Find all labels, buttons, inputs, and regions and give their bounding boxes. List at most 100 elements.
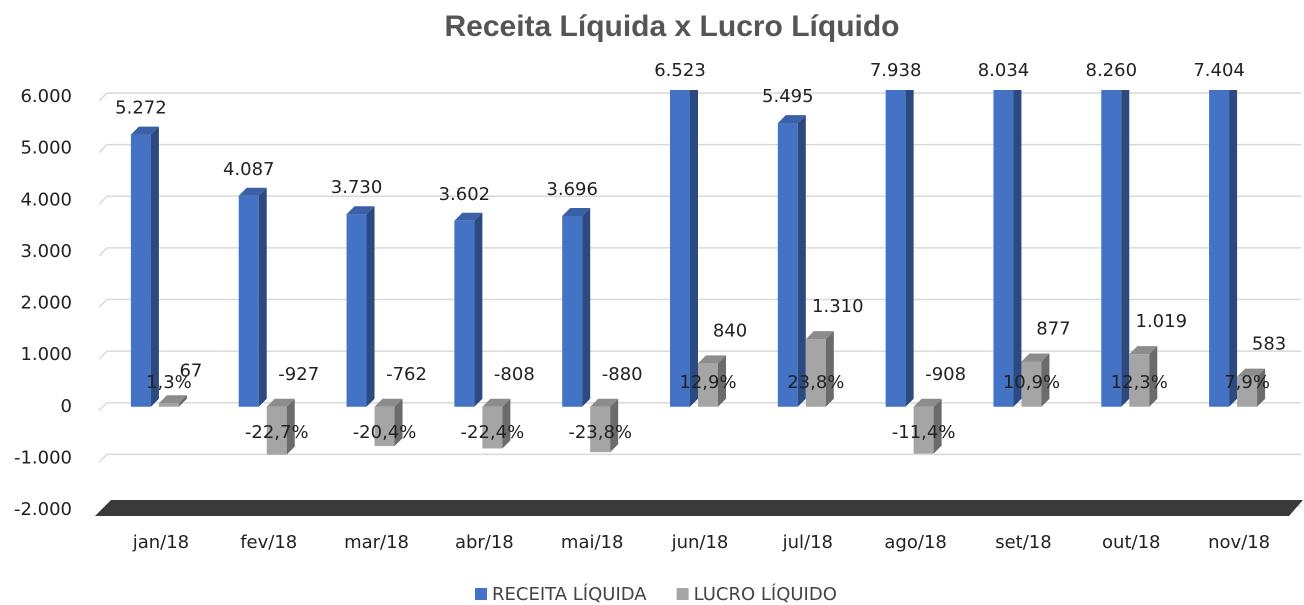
bar [885, 90, 914, 407]
bar-side [1041, 353, 1050, 407]
bar [1129, 346, 1158, 407]
value-label: 67 [179, 360, 202, 381]
bar-side [286, 398, 295, 455]
x-tick-label: fev/18 [240, 532, 297, 553]
grid-line [98, 453, 1301, 463]
bar-top [777, 115, 806, 124]
margin-label: 1,3% [146, 372, 192, 393]
bar-front [346, 214, 367, 407]
bar [346, 206, 375, 407]
bar-top [562, 207, 591, 216]
bar-front [698, 363, 718, 407]
margin-label: 12,3% [1111, 372, 1168, 393]
bar-front [885, 90, 906, 407]
bar-top [590, 398, 619, 407]
bar-front [454, 220, 475, 407]
value-label: -927 [278, 364, 319, 385]
bar [1021, 353, 1050, 407]
value-label: 6.523 [654, 60, 706, 81]
x-tick-label: jun/18 [671, 532, 729, 553]
bar [130, 126, 159, 407]
margin-label: -23,8% [568, 422, 632, 443]
y-tick-label: -2.000 [14, 499, 72, 520]
bar-front [1101, 90, 1122, 407]
bar-top [130, 126, 159, 135]
bar-front [562, 215, 583, 407]
bar-front [777, 123, 798, 407]
bar-side [1121, 90, 1130, 407]
value-label: 5.272 [115, 98, 167, 119]
bar-front [158, 403, 179, 407]
x-tick-label: mai/18 [561, 532, 624, 553]
bar-top [346, 206, 375, 215]
margin-label: 10,9% [1003, 372, 1060, 393]
value-label: 7.404 [1193, 60, 1245, 81]
floor [95, 500, 1303, 516]
bar-side [905, 90, 914, 407]
value-label: 4.087 [223, 159, 275, 180]
bar-front [482, 406, 503, 449]
y-tick-label: 2.000 [20, 293, 72, 314]
value-label: -908 [925, 364, 966, 385]
bar-front [266, 406, 287, 455]
value-label: 3.730 [331, 177, 383, 198]
bar-top [482, 398, 511, 407]
bar-side [1229, 90, 1238, 407]
bar-side [150, 126, 159, 407]
x-tick-label: nov/18 [1208, 532, 1270, 553]
x-tick-label: jan/18 [132, 532, 189, 553]
bars [130, 90, 1266, 455]
x-tick-label: abr/18 [455, 532, 514, 553]
bar-top [238, 187, 267, 196]
bar-front [993, 90, 1014, 407]
bar [698, 355, 726, 407]
bar-side [502, 398, 511, 449]
bar-side [178, 395, 187, 407]
y-tick-label: -1.000 [14, 447, 72, 468]
bar [266, 398, 295, 455]
bar-front [238, 195, 259, 407]
y-tick-label: 3.000 [20, 241, 72, 262]
bar-side [258, 187, 267, 407]
bar-front [374, 406, 395, 447]
x-tick-label: set/18 [995, 532, 1051, 553]
bar-side [1149, 346, 1158, 407]
bar-side [1257, 368, 1266, 407]
bar-front [670, 90, 690, 407]
bar-side [825, 331, 834, 407]
bar [1237, 368, 1266, 407]
bar-top [1021, 353, 1050, 362]
bar-front [590, 406, 611, 453]
bar [590, 398, 619, 453]
bar [374, 398, 403, 447]
value-label: -880 [602, 364, 643, 385]
y-tick-label: 1.000 [20, 344, 72, 365]
bar-side [610, 398, 619, 453]
bar [454, 212, 483, 407]
bar [562, 207, 591, 407]
bar-top [158, 395, 187, 404]
bar-side [933, 398, 942, 454]
margin-label: -22,4% [461, 422, 525, 443]
legend-label: LUCRO LÍQUIDO [694, 583, 837, 605]
x-tick-label: ago/18 [884, 532, 946, 553]
value-label: 3.696 [546, 179, 598, 200]
bar-side [690, 90, 698, 407]
bar-side [474, 212, 483, 407]
value-label: 7.938 [870, 60, 922, 81]
y-tick-label: 6.000 [20, 86, 72, 107]
y-tick-label: 0 [61, 396, 72, 417]
chart-title: Receita Líquida x Lucro Líquido [444, 10, 899, 43]
bar-side [1013, 90, 1022, 407]
bar-side [394, 398, 403, 447]
value-label: 1.019 [1136, 311, 1188, 332]
value-label: -808 [494, 364, 535, 385]
bar-top [1129, 346, 1158, 355]
bar [238, 187, 267, 407]
bar-top [1237, 368, 1266, 377]
margin-label: 12,9% [679, 372, 736, 393]
value-label: 877 [1036, 318, 1070, 339]
bar [482, 398, 511, 449]
bar-side [366, 206, 375, 407]
